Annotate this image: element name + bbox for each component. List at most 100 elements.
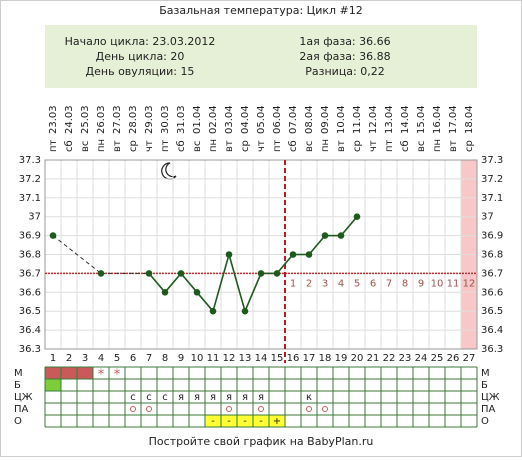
x-tick-label: 22 xyxy=(383,353,396,364)
phase-day: 8 xyxy=(402,278,408,289)
weekday-label: вт xyxy=(336,140,347,152)
cervical-mark: с xyxy=(162,392,168,403)
date-label: 01.04 xyxy=(192,105,203,134)
y-tick-label: 37.1 xyxy=(481,193,503,204)
phase-day: 1 xyxy=(290,278,296,289)
row-label: ПА xyxy=(14,404,29,415)
y-tick-label: 36.7 xyxy=(19,268,41,279)
x-tick-label: 6 xyxy=(130,353,136,364)
row-label: О xyxy=(14,416,22,427)
info-text: Начало цикла: 23.03.2012 xyxy=(65,35,216,48)
x-tick-label: 19 xyxy=(335,353,348,364)
cervical-mark: я xyxy=(194,392,200,403)
intercourse-mark xyxy=(226,406,232,412)
temp-line xyxy=(196,291,214,312)
temp-point xyxy=(337,232,345,239)
x-tick-label: 15 xyxy=(271,353,284,364)
date-label: 29.03 xyxy=(144,105,155,134)
weekday-label: вс xyxy=(80,141,91,152)
row-label: М xyxy=(14,368,23,379)
footer: Постройте свой график на BabyPlan.ru xyxy=(149,435,374,448)
info-text: 2ая фаза: 36.88 xyxy=(299,50,390,63)
cervical-mark: с xyxy=(130,392,136,403)
y-tick-label: 37 xyxy=(28,212,41,223)
weekday-label: ср xyxy=(128,140,139,152)
weekday-label: ср xyxy=(352,140,363,152)
y-tick-label: 36.8 xyxy=(481,250,503,261)
temp-point xyxy=(97,270,105,277)
moon-icon xyxy=(161,162,177,180)
gap-line xyxy=(52,235,102,274)
x-tick-label: 27 xyxy=(463,353,476,364)
row-label: Б xyxy=(481,380,488,391)
weekday-label: пн xyxy=(432,139,443,152)
weekday-label: пт xyxy=(384,139,395,152)
y-tick-label: 36.6 xyxy=(481,287,503,298)
test-cell xyxy=(253,415,269,427)
weekday-label: вт xyxy=(112,140,123,152)
weekday-label: вс xyxy=(192,141,203,152)
date-label: 06.04 xyxy=(272,105,283,134)
weekday-label: пн xyxy=(96,139,107,152)
weekday-label: пт xyxy=(160,139,171,152)
phase-day: 12 xyxy=(463,278,476,289)
temp-point xyxy=(49,232,57,239)
weekday-label: пн xyxy=(320,139,331,152)
date-label: 23.03 xyxy=(48,105,59,134)
intercourse-mark xyxy=(306,406,312,412)
date-label: 03.04 xyxy=(224,105,235,134)
y-tick-label: 36.5 xyxy=(19,306,41,317)
test-result: - xyxy=(211,416,215,427)
weekday-label: пт xyxy=(48,139,59,152)
weekday-label: пт xyxy=(272,139,283,152)
date-label: 15.04 xyxy=(416,105,427,134)
phase-day: 4 xyxy=(338,278,344,289)
row-label: М xyxy=(481,368,490,379)
info-text: Разница: 0,22 xyxy=(305,65,385,78)
test-cell xyxy=(205,415,221,427)
phase-day: 3 xyxy=(322,278,328,289)
x-tick-label: 8 xyxy=(162,353,168,364)
date-label: 04.04 xyxy=(240,105,251,134)
phase-day: 7 xyxy=(386,278,392,289)
y-tick-label: 36.3 xyxy=(481,344,503,355)
cervical-mark: я xyxy=(226,392,232,403)
x-tick-label: 24 xyxy=(415,353,428,364)
date-label: 16.04 xyxy=(432,105,443,134)
date-label: 31.03 xyxy=(176,105,187,134)
plot-border xyxy=(44,159,478,350)
temp-point xyxy=(273,270,281,277)
phase-day: 2 xyxy=(306,278,312,289)
weekday-label: вт xyxy=(448,140,459,152)
x-tick-label: 25 xyxy=(431,353,444,364)
menses-cell xyxy=(45,367,61,379)
x-tick-label: 3 xyxy=(82,353,88,364)
y-tick-label: 36.7 xyxy=(481,268,503,279)
x-tick-label: 2 xyxy=(66,353,72,364)
cervical-mark: к xyxy=(306,392,312,403)
y-tick-label: 36.4 xyxy=(481,325,503,336)
phase-day: 11 xyxy=(447,278,460,289)
weekday-label: вт xyxy=(224,140,235,152)
temp-point xyxy=(257,270,265,277)
b-cell xyxy=(45,379,61,391)
x-tick-label: 9 xyxy=(178,353,184,364)
weekday-label: ср xyxy=(240,140,251,152)
weekday-label: сб xyxy=(400,140,411,152)
cervical-mark: я xyxy=(258,392,264,403)
date-label: 27.03 xyxy=(112,105,123,134)
x-tick-label: 23 xyxy=(399,353,412,364)
row-label: ЦЖ xyxy=(481,392,500,403)
test-result: - xyxy=(259,416,263,427)
intercourse-mark xyxy=(258,406,264,412)
weekday-label: вс xyxy=(304,141,315,152)
weekday-label: вс xyxy=(416,141,427,152)
x-tick-label: 13 xyxy=(239,353,252,364)
temp-line xyxy=(148,272,166,293)
y-tick-label: 36.4 xyxy=(19,325,41,336)
y-tick-label: 37.2 xyxy=(481,174,503,185)
temp-line xyxy=(228,254,246,312)
x-tick-label: 10 xyxy=(191,353,204,364)
intercourse-mark xyxy=(146,406,152,412)
